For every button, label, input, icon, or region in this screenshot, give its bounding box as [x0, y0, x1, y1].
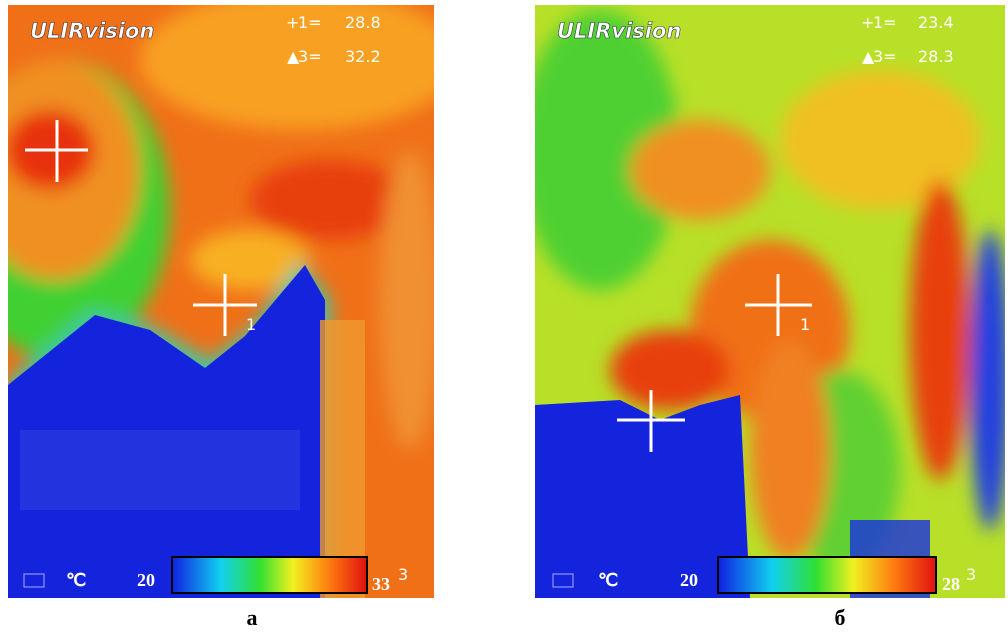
reading-label: 3= — [873, 47, 897, 66]
scale-index: 3 — [398, 565, 408, 584]
figure: ULIRvision + 1= 28.8 ▲ 3= 32.2 1 ℃ 20 33… — [0, 0, 1008, 633]
reading-value: 28.3 — [918, 47, 954, 66]
unit: ℃ — [66, 570, 86, 590]
scale-max: 33 — [372, 574, 390, 594]
reading-label: 1= — [298, 13, 322, 32]
thermal-image-a — [0, 0, 460, 598]
caption: а — [247, 605, 258, 630]
unit: ℃ — [598, 570, 618, 590]
reading-value: 23.4 — [918, 13, 954, 32]
reading-label: 1= — [873, 13, 897, 32]
marker-label: 1 — [800, 315, 810, 334]
color-scale — [172, 557, 367, 593]
thermal-image-b — [520, 5, 1008, 598]
reading-label: 3= — [298, 47, 322, 66]
scale-min: 20 — [680, 570, 698, 590]
reading-value: 32.2 — [345, 47, 381, 66]
color-scale — [718, 557, 936, 593]
scale-max: 28 — [942, 574, 960, 594]
caption: б — [835, 605, 846, 630]
marker-label: 1 — [246, 315, 256, 334]
brand: ULIRvision — [557, 19, 681, 43]
scale-index: 3 — [966, 565, 976, 584]
scale-min: 20 — [137, 570, 155, 590]
reading-value: 28.8 — [345, 13, 381, 32]
brand: ULIRvision — [30, 19, 154, 43]
